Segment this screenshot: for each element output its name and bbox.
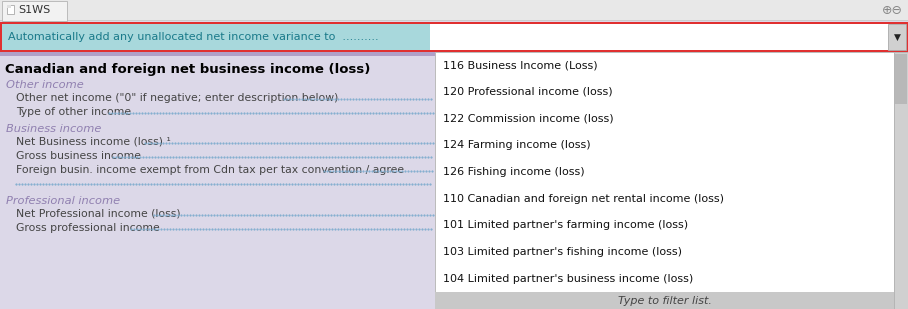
Text: Other income: Other income — [6, 80, 84, 90]
Text: S1WS: S1WS — [18, 5, 50, 15]
Bar — [895, 54, 907, 104]
Text: Automatically add any unallocated net income variance to  ..........: Automatically add any unallocated net in… — [8, 32, 379, 42]
Bar — [7, 5, 11, 8]
Text: Gross business income: Gross business income — [16, 151, 141, 161]
Text: 126 Fishing income (loss): 126 Fishing income (loss) — [443, 167, 585, 177]
Bar — [435, 292, 894, 309]
Bar — [430, 24, 906, 50]
Bar — [0, 22, 908, 52]
Text: 110 Canadian and foreign net rental income (loss): 110 Canadian and foreign net rental inco… — [443, 194, 724, 204]
Bar — [0, 52, 437, 56]
Text: 103 Limited partner's fishing income (loss): 103 Limited partner's fishing income (lo… — [443, 247, 682, 257]
Text: 124 Farming income (loss): 124 Farming income (loss) — [443, 140, 590, 150]
Bar — [0, 56, 435, 309]
Text: Professional income: Professional income — [6, 196, 120, 206]
Text: 104 Limited partner's business income (loss): 104 Limited partner's business income (l… — [443, 274, 693, 284]
Text: ⊕⊖: ⊕⊖ — [882, 3, 903, 16]
Text: 101 Limited partner's farming income (loss): 101 Limited partner's farming income (lo… — [443, 220, 688, 230]
Text: Type to filter list.: Type to filter list. — [617, 295, 712, 306]
Text: Business income: Business income — [6, 124, 102, 134]
Bar — [894, 52, 908, 309]
Bar — [0, 0, 908, 20]
Bar — [2, 1, 67, 21]
Text: Gross professional income: Gross professional income — [16, 223, 160, 233]
Text: Canadian and foreign net business income (loss): Canadian and foreign net business income… — [5, 64, 370, 77]
Text: Type of other income: Type of other income — [16, 107, 131, 117]
Bar — [7, 5, 14, 14]
Bar — [894, 52, 908, 309]
Text: 116 Business Income (Loss): 116 Business Income (Loss) — [443, 60, 597, 70]
Text: Foreign busin. income exempt from Cdn tax per tax convention / agree: Foreign busin. income exempt from Cdn ta… — [16, 165, 404, 175]
Text: ▼: ▼ — [893, 32, 901, 41]
Bar — [0, 20, 908, 21]
Text: Net Business income (loss) ¹: Net Business income (loss) ¹ — [16, 137, 171, 147]
Text: 122 Commission income (loss): 122 Commission income (loss) — [443, 114, 614, 124]
Bar — [2, 24, 430, 50]
Text: 120 Professional income (loss): 120 Professional income (loss) — [443, 87, 613, 97]
Text: Net Professional income (loss): Net Professional income (loss) — [16, 209, 181, 219]
Bar — [435, 52, 894, 309]
Text: Other net income ("0" if negative; enter description below): Other net income ("0" if negative; enter… — [16, 93, 339, 103]
Bar — [888, 24, 906, 50]
